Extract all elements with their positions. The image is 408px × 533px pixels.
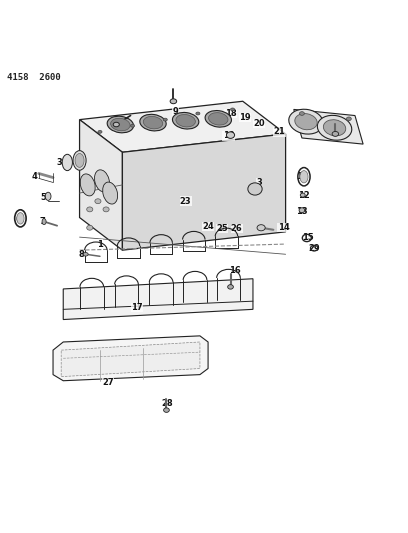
Ellipse shape xyxy=(62,154,73,171)
Text: 6: 6 xyxy=(16,215,21,224)
Ellipse shape xyxy=(42,219,46,225)
Text: 28: 28 xyxy=(162,399,173,408)
Text: 21: 21 xyxy=(274,127,285,136)
Text: 13: 13 xyxy=(296,207,308,216)
Ellipse shape xyxy=(143,116,163,129)
Text: 22: 22 xyxy=(321,125,332,134)
Ellipse shape xyxy=(170,99,177,104)
Polygon shape xyxy=(63,279,253,320)
Ellipse shape xyxy=(164,408,169,413)
Ellipse shape xyxy=(103,182,118,204)
Ellipse shape xyxy=(111,118,130,131)
Ellipse shape xyxy=(196,112,200,115)
Ellipse shape xyxy=(300,171,308,183)
Text: 12: 12 xyxy=(298,191,310,199)
Ellipse shape xyxy=(173,112,199,129)
Ellipse shape xyxy=(257,225,265,231)
Text: 2: 2 xyxy=(113,123,119,132)
Text: 5: 5 xyxy=(40,192,46,201)
Text: 4158  2600: 4158 2600 xyxy=(7,73,61,82)
Text: 10: 10 xyxy=(223,132,234,140)
Ellipse shape xyxy=(95,170,109,192)
Ellipse shape xyxy=(163,118,167,121)
Ellipse shape xyxy=(205,110,231,127)
Ellipse shape xyxy=(140,115,166,131)
Text: 26: 26 xyxy=(231,224,242,233)
Ellipse shape xyxy=(317,115,352,140)
Text: 9: 9 xyxy=(173,107,178,116)
Text: 7: 7 xyxy=(40,217,46,226)
Text: 19: 19 xyxy=(239,113,251,122)
Text: 11: 11 xyxy=(296,172,308,181)
Ellipse shape xyxy=(86,207,93,212)
Ellipse shape xyxy=(176,115,195,127)
Text: 24: 24 xyxy=(202,222,214,231)
Text: 1: 1 xyxy=(97,239,103,248)
Ellipse shape xyxy=(113,122,119,127)
Ellipse shape xyxy=(98,131,102,133)
Polygon shape xyxy=(61,342,200,377)
Ellipse shape xyxy=(299,208,305,213)
Ellipse shape xyxy=(332,132,339,136)
Polygon shape xyxy=(122,134,286,250)
Text: 16: 16 xyxy=(229,266,240,275)
Polygon shape xyxy=(53,336,208,381)
Text: 14: 14 xyxy=(278,223,289,232)
Ellipse shape xyxy=(226,132,235,139)
Polygon shape xyxy=(294,109,363,144)
Ellipse shape xyxy=(131,124,135,127)
Text: 23: 23 xyxy=(180,197,191,206)
Ellipse shape xyxy=(208,112,228,125)
Ellipse shape xyxy=(346,117,351,120)
Text: 20: 20 xyxy=(253,119,265,128)
Text: 3: 3 xyxy=(256,179,262,188)
Ellipse shape xyxy=(289,109,323,134)
Ellipse shape xyxy=(73,151,86,170)
Text: 17: 17 xyxy=(131,303,142,312)
Ellipse shape xyxy=(83,253,88,256)
Polygon shape xyxy=(80,119,122,250)
Text: 8: 8 xyxy=(79,250,84,259)
Ellipse shape xyxy=(86,225,93,230)
Text: 15: 15 xyxy=(302,233,314,243)
Text: 29: 29 xyxy=(308,244,320,253)
Ellipse shape xyxy=(107,116,133,133)
Ellipse shape xyxy=(95,199,101,204)
Text: 18: 18 xyxy=(225,109,236,118)
Ellipse shape xyxy=(300,193,305,197)
Ellipse shape xyxy=(299,112,304,115)
Polygon shape xyxy=(80,101,286,152)
Text: 3: 3 xyxy=(56,158,62,167)
Ellipse shape xyxy=(295,114,317,130)
Text: 27: 27 xyxy=(102,378,114,387)
Ellipse shape xyxy=(17,213,24,224)
Ellipse shape xyxy=(228,285,233,289)
Ellipse shape xyxy=(231,108,235,111)
Text: 4: 4 xyxy=(32,172,38,181)
Text: 25: 25 xyxy=(217,224,228,233)
Ellipse shape xyxy=(80,174,95,196)
Ellipse shape xyxy=(75,154,84,167)
Ellipse shape xyxy=(248,183,262,195)
Ellipse shape xyxy=(45,192,51,200)
Ellipse shape xyxy=(324,120,346,136)
Ellipse shape xyxy=(103,207,109,212)
